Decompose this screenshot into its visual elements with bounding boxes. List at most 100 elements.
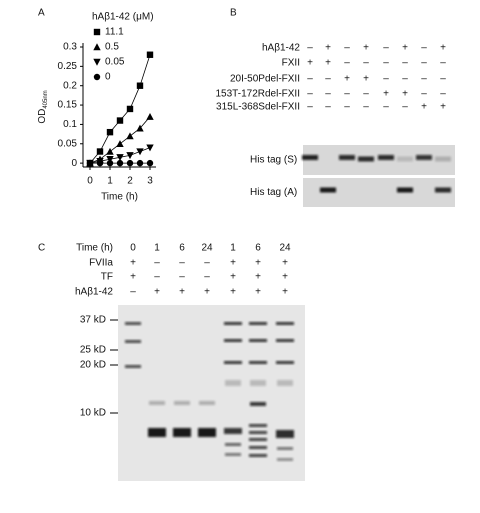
band	[249, 438, 267, 441]
y-axis-label-main: OD	[37, 109, 48, 124]
cell: +	[282, 272, 288, 283]
band	[302, 155, 318, 160]
legend-label: 11.1	[105, 27, 124, 38]
y-axis-label-sub: 405nm	[43, 90, 49, 108]
sign: +	[383, 89, 389, 100]
marker	[116, 117, 124, 124]
band	[276, 322, 294, 325]
cell: +	[282, 258, 288, 269]
marker	[146, 51, 154, 58]
row-label: hAβ1-42	[262, 43, 300, 54]
sign: –	[307, 102, 313, 113]
cell: –	[204, 272, 210, 283]
sign: –	[363, 58, 369, 69]
sign: –	[383, 58, 389, 69]
cell: 24	[201, 243, 213, 254]
marker	[86, 159, 94, 167]
sign: –	[325, 102, 331, 113]
y-tick-label: 0.1	[63, 119, 77, 130]
band	[198, 428, 216, 437]
band	[249, 446, 267, 449]
band	[250, 380, 266, 386]
band	[249, 424, 267, 427]
y-tick-label: 0	[71, 158, 77, 169]
band	[358, 156, 374, 162]
band	[249, 339, 267, 342]
y-tick-label: 0.3	[63, 42, 77, 53]
cell: +	[282, 287, 288, 298]
band	[435, 187, 451, 193]
band	[224, 361, 242, 364]
sign: –	[307, 74, 313, 85]
sign: –	[344, 58, 350, 69]
band	[224, 322, 242, 325]
cell: –	[130, 287, 136, 298]
band	[199, 401, 215, 405]
band	[276, 361, 294, 364]
marker	[96, 148, 104, 155]
marker	[146, 159, 154, 167]
cell: 1	[154, 243, 160, 254]
band	[277, 380, 293, 386]
band	[276, 430, 294, 438]
marker	[116, 154, 124, 162]
cell: 0	[130, 243, 136, 254]
sign: –	[421, 58, 427, 69]
band	[276, 339, 294, 342]
x-axis-label: Time (h)	[101, 192, 138, 203]
band	[148, 428, 166, 437]
band	[339, 155, 355, 160]
cell: 6	[179, 243, 185, 254]
sign: –	[402, 58, 408, 69]
sign: –	[402, 74, 408, 85]
sign: –	[344, 89, 350, 100]
cell: 24	[279, 243, 291, 254]
sign: +	[363, 74, 369, 85]
marker	[96, 159, 104, 167]
band	[225, 443, 241, 446]
marker	[136, 124, 144, 132]
cell: –	[154, 258, 160, 269]
marker	[136, 148, 144, 156]
cell: +	[255, 287, 261, 298]
sign: –	[307, 89, 313, 100]
sign: +	[325, 43, 331, 54]
panel-label: B	[230, 8, 237, 19]
sign: +	[325, 58, 331, 69]
marker	[126, 159, 134, 167]
marker	[146, 144, 154, 152]
band	[378, 155, 394, 160]
band	[173, 428, 191, 437]
legend-marker	[93, 43, 101, 51]
cell: 6	[255, 243, 261, 254]
band	[125, 322, 141, 325]
cell: –	[179, 272, 185, 283]
sign: +	[402, 43, 408, 54]
y-tick-label: 0.25	[58, 61, 78, 72]
cell: +	[230, 287, 236, 298]
panel-label: A	[38, 8, 45, 19]
sign: –	[440, 58, 446, 69]
cell: 1	[230, 243, 236, 254]
band	[277, 458, 293, 461]
sign: –	[421, 43, 427, 54]
sign: +	[344, 74, 350, 85]
row-label: FXII	[282, 58, 300, 69]
band	[397, 187, 413, 193]
marker	[116, 159, 124, 167]
sign: –	[344, 102, 350, 113]
band	[416, 155, 432, 160]
panel-label: C	[38, 243, 45, 254]
band	[397, 156, 413, 162]
sign: –	[421, 74, 427, 85]
x-tick-label: 2	[127, 176, 133, 187]
marker	[106, 159, 114, 167]
marker-label: 20 kD	[80, 360, 106, 371]
row-label: 315L-368Sdel-FXII	[216, 102, 300, 113]
sign: –	[402, 102, 408, 113]
band	[250, 402, 266, 406]
band	[249, 454, 267, 457]
sign: +	[402, 89, 408, 100]
marker	[106, 128, 114, 136]
